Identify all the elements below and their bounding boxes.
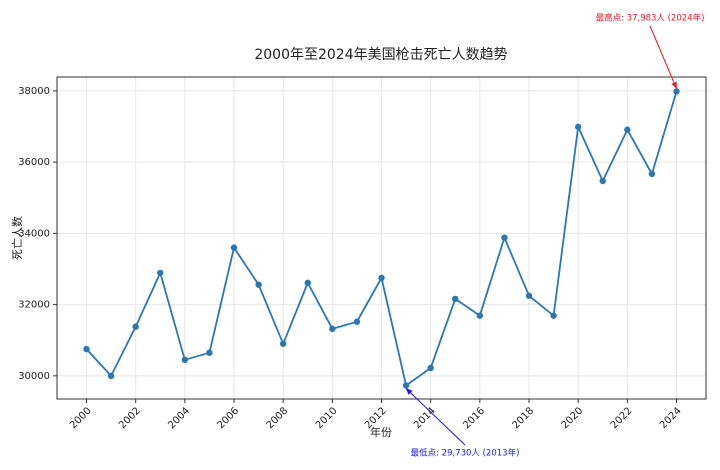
data-point <box>304 279 311 287</box>
x-tick-label: 2022 <box>609 405 635 431</box>
data-point <box>525 292 533 299</box>
data-point <box>648 170 656 178</box>
data-point <box>402 382 410 389</box>
data-point <box>329 325 336 333</box>
y-axis-label: 死亡人数 <box>10 216 24 260</box>
y-tick-label: 34000 <box>18 228 50 239</box>
data-point <box>353 318 361 325</box>
data-point <box>107 372 115 380</box>
x-tick-label: 2008 <box>265 405 291 431</box>
data-point <box>230 244 238 251</box>
data-point <box>378 274 385 282</box>
y-tick-label: 36000 <box>18 157 50 168</box>
data-point <box>83 345 90 353</box>
x-tick-label: 2002 <box>117 405 143 431</box>
data-point <box>206 349 213 356</box>
data-point <box>427 364 434 372</box>
plot-frame <box>56 76 707 400</box>
data-point <box>574 123 582 131</box>
data-point <box>181 356 189 364</box>
x-tick-label: 2018 <box>510 405 536 431</box>
y-tick-label: 38000 <box>18 86 50 97</box>
x-tick-label: 2020 <box>560 405 586 431</box>
annotation-arrow <box>649 25 677 90</box>
data-point <box>157 269 164 277</box>
y-tick-label: 32000 <box>18 300 50 311</box>
x-tick-label: 2006 <box>215 405 241 431</box>
x-axis-label: 年份 <box>370 425 392 439</box>
annotation-text: 最低点: 29,730人 (2013年) <box>411 448 520 459</box>
data-point <box>255 281 262 288</box>
x-tick-label: 2014 <box>412 405 438 431</box>
x-tick-label: 2016 <box>461 405 487 431</box>
x-tick-label: 2024 <box>658 405 684 431</box>
x-tick-label: 2004 <box>166 405 192 431</box>
data-point <box>279 340 287 347</box>
data-point <box>132 323 139 330</box>
data-point <box>452 295 459 303</box>
data-point <box>673 88 680 95</box>
data-point <box>550 312 557 319</box>
annotation-arrow <box>405 387 466 446</box>
data-point <box>624 126 631 133</box>
x-tick-label: 2010 <box>314 405 340 431</box>
data-point <box>599 177 606 185</box>
data-point <box>501 234 508 241</box>
annotation-text: 最高点: 37,983人 (2024年) <box>596 13 705 24</box>
data-point <box>476 312 484 319</box>
chart-title: 2000年至2024年美国枪击死亡人数趋势 <box>254 46 507 63</box>
x-tick-label: 2000 <box>68 405 94 431</box>
y-tick-label: 30000 <box>18 371 50 382</box>
